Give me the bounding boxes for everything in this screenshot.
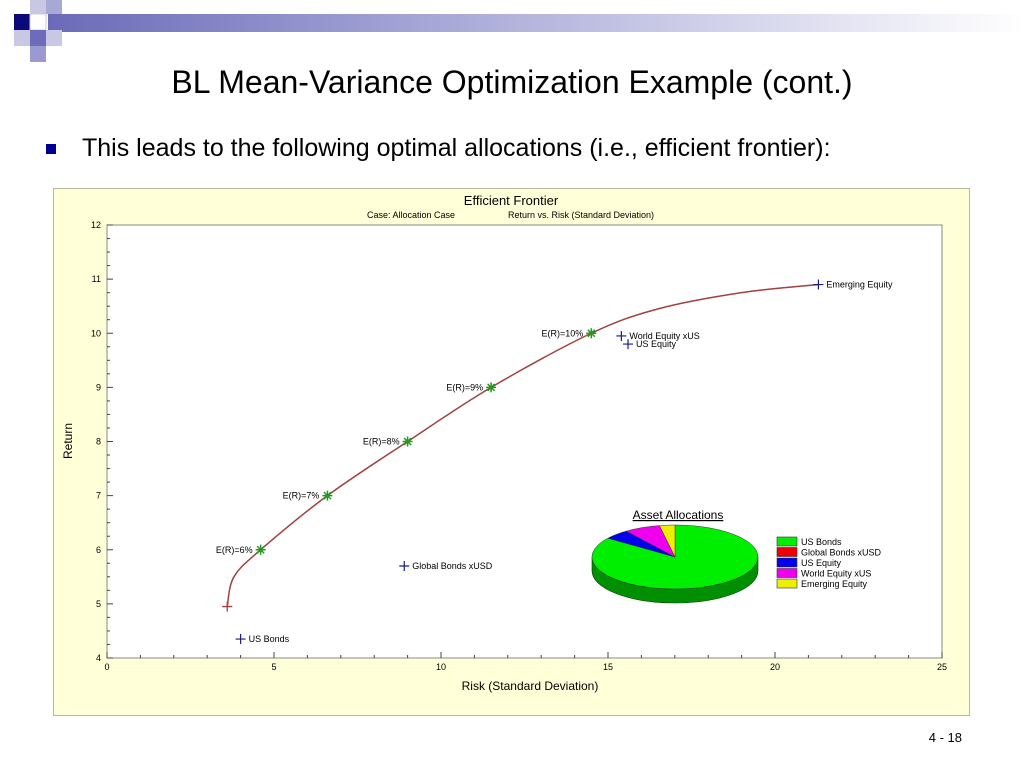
efficient-frontier-chart: Efficient Frontier Case: Allocation Case… [61,193,947,693]
y-tick-label: 4 [96,653,101,663]
y-tick-label: 6 [96,545,101,555]
legend-label: US Equity [801,558,842,568]
asset-point-marker [399,560,410,571]
target-point-label: E(R)=7% [283,491,320,501]
legend-swatch [776,568,798,578]
chart-frame: Efficient Frontier Case: Allocation Case… [53,188,970,716]
targets-layer: E(R)=6% E(R)=7% E(R)=8% E(R)=9% E(R)=10% [216,328,597,555]
slide-title: BL Mean-Variance Optimization Example (c… [171,64,853,100]
target-point-marker [322,490,333,501]
chart-subtitle-metric: Return vs. Risk (Standard Deviation) [508,210,654,220]
legend-label: Emerging Equity [801,579,868,589]
asset-point-marker [616,330,627,341]
target-point-marker [486,382,497,393]
y-tick-label: 7 [96,491,101,501]
target-point-marker [402,436,413,447]
bullet-text: This leads to the following optimal allo… [82,134,831,162]
target-point-label: E(R)=6% [216,545,253,555]
x-tick-label: 20 [770,662,780,672]
x-tick-label: 10 [436,662,446,672]
target-point-label: E(R)=9% [446,382,483,392]
asset-point-label: Global Bonds xUSD [412,561,493,571]
chart-subtitle-case: Case: Allocation Case [367,210,455,220]
x-axis-label: Risk (Standard Deviation) [462,679,599,693]
target-point-label: E(R)=10% [542,328,584,338]
x-tick-label: 15 [603,662,613,672]
legend-swatch [776,557,798,568]
legend-swatch [776,536,798,547]
y-axis-label: Return [61,423,75,459]
x-tick-label: 0 [104,662,109,672]
asset-point-marker [623,339,634,350]
pie-slice [659,524,676,558]
y-tick-label: 8 [96,437,101,447]
frontier-start-marker [222,601,233,612]
asset-point-label: Emerging Equity [826,280,893,290]
y-tick-label: 10 [91,328,101,338]
bullet-square-icon [46,143,56,154]
legend-label: World Equity xUS [801,569,871,579]
y-tick-label: 11 [92,274,101,284]
x-axis: 0 5 10 15 20 25 [104,652,947,672]
pie-title: Asset Allocations [633,508,724,522]
asset-point-marker [235,634,246,645]
asset-point-label: US Equity [636,339,677,349]
chart-title: Efficient Frontier [464,193,559,208]
y-tick-label: 5 [96,599,101,609]
page-number: 4 - 18 [928,730,962,745]
asset-point-marker [813,279,824,290]
x-tick-label: 25 [937,662,947,672]
legend-label: US Bonds [801,537,842,547]
target-point-marker [255,544,266,555]
legend-swatch [776,547,798,557]
frontier-line [226,283,819,607]
asset-point-label: World Equity xUS [629,331,699,341]
corner-decoration [14,0,1024,62]
pie-slice [591,524,759,590]
y-tick-label: 9 [96,382,101,392]
pie-chart [591,524,759,604]
target-point-label: E(R)=8% [363,437,400,447]
legend-swatch [776,578,798,589]
x-tick-label: 5 [271,662,276,672]
target-point-marker [586,328,597,339]
asset-point-label: US Bonds [249,634,290,644]
bullet-item: This leads to the following optimal allo… [46,134,831,163]
y-axis: 4 5 6 7 8 9 10 11 12 [91,220,113,663]
legend-label: Global Bonds xUSD [801,548,882,558]
frontier-layer [222,283,819,612]
plot-area [106,224,943,659]
y-tick-label: 12 [91,220,101,230]
